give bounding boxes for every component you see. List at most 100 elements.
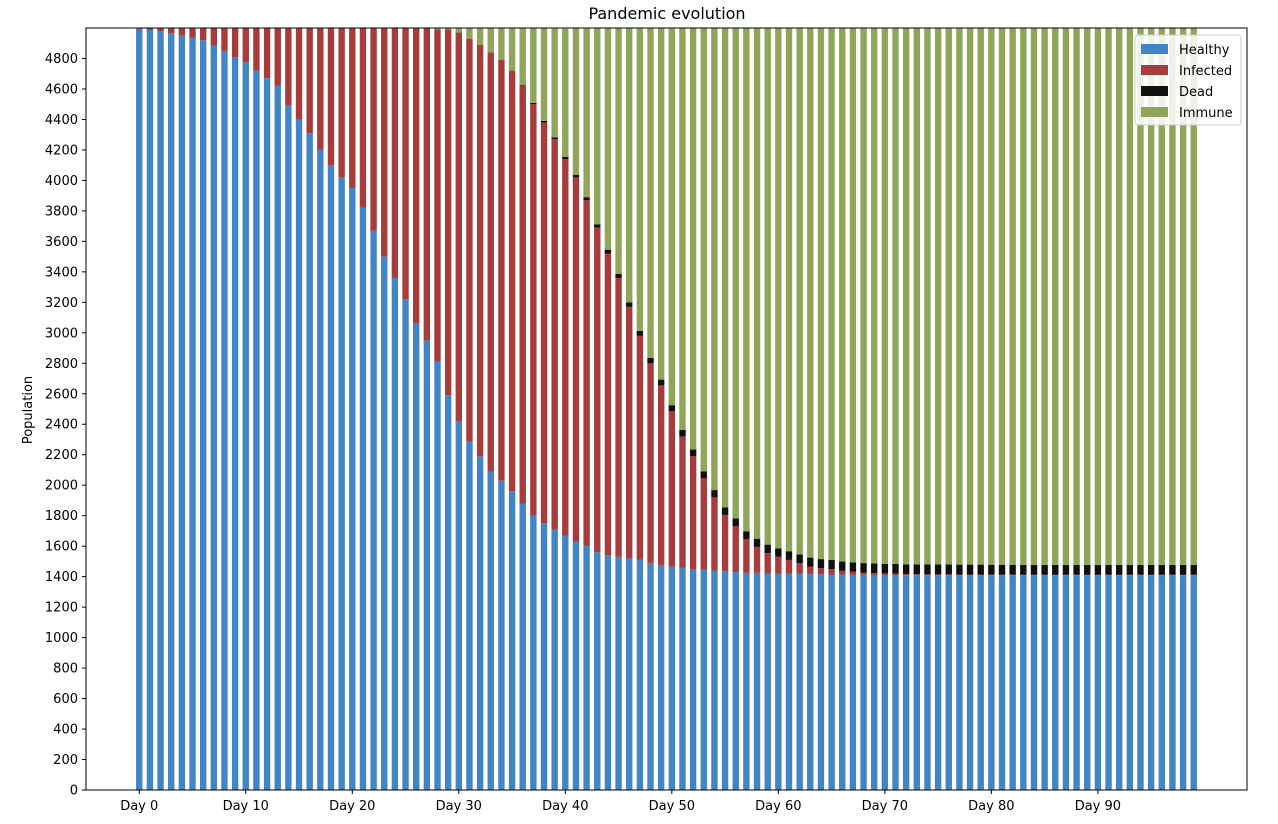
bar-immune-day-83 bbox=[1020, 28, 1027, 565]
y-tick-label: 1200 bbox=[45, 601, 78, 616]
bar-infected-day-79 bbox=[977, 574, 984, 576]
bar-healthy-day-84 bbox=[1030, 575, 1038, 790]
bar-dead-day-92 bbox=[1115, 564, 1123, 575]
bar-healthy-day-82 bbox=[1009, 575, 1016, 790]
bar-healthy-day-17 bbox=[317, 149, 324, 791]
bar-healthy-day-0 bbox=[136, 28, 143, 790]
bar-healthy-day-50 bbox=[668, 566, 676, 790]
bar-immune-day-92 bbox=[1115, 28, 1123, 565]
bar-healthy-day-92 bbox=[1115, 575, 1123, 790]
bar-dead-day-71 bbox=[892, 563, 899, 574]
bar-infected-day-17 bbox=[317, 28, 324, 150]
bar-dead-day-80 bbox=[988, 564, 995, 575]
bar-infected-day-16 bbox=[306, 28, 313, 134]
bar-immune-day-93 bbox=[1126, 28, 1134, 565]
bar-healthy-day-38 bbox=[540, 523, 548, 790]
bar-immune-day-42 bbox=[583, 28, 590, 198]
bar-dead-day-79 bbox=[977, 564, 984, 575]
bar-healthy-day-54 bbox=[711, 570, 718, 790]
y-tick-label: 2400 bbox=[45, 418, 78, 433]
bar-healthy-day-13 bbox=[274, 85, 281, 790]
bar-dead-day-53 bbox=[700, 471, 707, 479]
bar-immune-day-61 bbox=[785, 28, 793, 552]
bar-dead-day-62 bbox=[796, 554, 803, 564]
bar-healthy-day-65 bbox=[828, 574, 835, 790]
bar-healthy-day-52 bbox=[689, 569, 697, 790]
bar-healthy-day-97 bbox=[1169, 575, 1176, 790]
y-tick-label: 4400 bbox=[45, 113, 78, 128]
bar-healthy-day-19 bbox=[338, 177, 345, 791]
bar-dead-day-81 bbox=[998, 564, 1006, 575]
bar-healthy-day-89 bbox=[1084, 575, 1091, 790]
bar-dead-day-90 bbox=[1094, 564, 1102, 575]
bar-infected-day-25 bbox=[402, 28, 409, 300]
bar-dead-day-94 bbox=[1137, 564, 1144, 575]
bar-immune-day-46 bbox=[626, 28, 633, 303]
bar-healthy-day-96 bbox=[1158, 575, 1165, 790]
bar-infected-day-6 bbox=[199, 28, 207, 41]
bar-healthy-day-6 bbox=[199, 40, 207, 790]
bar-dead-day-67 bbox=[849, 562, 857, 572]
bar-healthy-day-43 bbox=[594, 552, 601, 790]
bar-infected-day-4 bbox=[178, 28, 186, 36]
bar-healthy-day-75 bbox=[934, 575, 942, 790]
bar-infected-day-22 bbox=[370, 28, 377, 231]
bar-healthy-day-34 bbox=[498, 480, 505, 790]
bar-infected-day-43 bbox=[594, 227, 601, 553]
bar-infected-day-57 bbox=[743, 539, 750, 573]
bar-healthy-day-69 bbox=[871, 574, 878, 790]
bar-immune-day-84 bbox=[1030, 28, 1038, 565]
bar-infected-day-11 bbox=[253, 28, 260, 71]
bar-healthy-day-35 bbox=[508, 491, 516, 790]
bar-immune-day-31 bbox=[466, 28, 473, 39]
bar-infected-day-9 bbox=[231, 28, 239, 57]
y-tick-label: 3000 bbox=[45, 326, 78, 341]
x-axis-ticks: Day 0 Day 10 Day 20 Day 30 Day 40 Day 50 Day 6… bbox=[120, 790, 1121, 814]
bar-infected-day-60 bbox=[775, 556, 782, 574]
bar-healthy-day-99 bbox=[1190, 575, 1197, 790]
y-axis-title: Population bbox=[21, 376, 36, 444]
bar-infected-day-56 bbox=[732, 526, 739, 573]
x-tick-label: Day 90 bbox=[1075, 799, 1121, 814]
bar-healthy-day-94 bbox=[1137, 575, 1144, 790]
bar-dead-day-38 bbox=[540, 120, 548, 123]
bar-immune-day-82 bbox=[1009, 28, 1016, 565]
bar-immune-day-91 bbox=[1105, 28, 1112, 565]
bar-immune-day-71 bbox=[892, 28, 899, 564]
bar-infected-day-70 bbox=[881, 573, 889, 575]
bar-immune-day-62 bbox=[796, 28, 803, 555]
bar-healthy-day-98 bbox=[1179, 575, 1187, 790]
bar-immune-day-96 bbox=[1158, 28, 1165, 565]
bar-immune-day-81 bbox=[998, 28, 1006, 565]
bar-infected-day-73 bbox=[913, 574, 920, 576]
bar-healthy-day-48 bbox=[647, 562, 654, 790]
y-tick-label: 4000 bbox=[45, 174, 78, 189]
bar-immune-day-43 bbox=[594, 28, 601, 225]
bar-dead-day-96 bbox=[1158, 564, 1165, 575]
bar-dead-day-63 bbox=[807, 557, 814, 567]
bar-infected-day-55 bbox=[721, 514, 729, 572]
bar-healthy-day-66 bbox=[839, 574, 846, 790]
bar-healthy-day-63 bbox=[807, 574, 814, 790]
bar-dead-day-69 bbox=[871, 563, 878, 574]
bar-healthy-day-60 bbox=[775, 573, 782, 790]
bar-healthy-day-1 bbox=[146, 29, 154, 790]
bar-healthy-day-55 bbox=[721, 571, 729, 790]
bar-immune-day-99 bbox=[1190, 28, 1197, 565]
bar-infected-day-30 bbox=[455, 32, 462, 422]
bar-healthy-day-91 bbox=[1105, 575, 1112, 790]
bar-healthy-day-45 bbox=[615, 556, 622, 790]
bar-healthy-day-83 bbox=[1020, 575, 1027, 790]
legend-label-dead: Dead bbox=[1179, 85, 1213, 100]
bar-healthy-day-29 bbox=[444, 395, 452, 790]
bar-dead-day-99 bbox=[1190, 564, 1197, 575]
bar-immune-day-35 bbox=[508, 27, 516, 71]
y-tick-label: 3200 bbox=[45, 296, 78, 311]
bar-healthy-day-11 bbox=[253, 70, 260, 791]
bar-immune-day-95 bbox=[1147, 28, 1155, 565]
bar-dead-day-41 bbox=[572, 174, 580, 178]
bar-healthy-day-64 bbox=[817, 574, 825, 790]
bar-dead-day-70 bbox=[881, 563, 889, 574]
bar-immune-day-78 bbox=[966, 28, 974, 565]
bar-immune-day-88 bbox=[1073, 28, 1080, 565]
